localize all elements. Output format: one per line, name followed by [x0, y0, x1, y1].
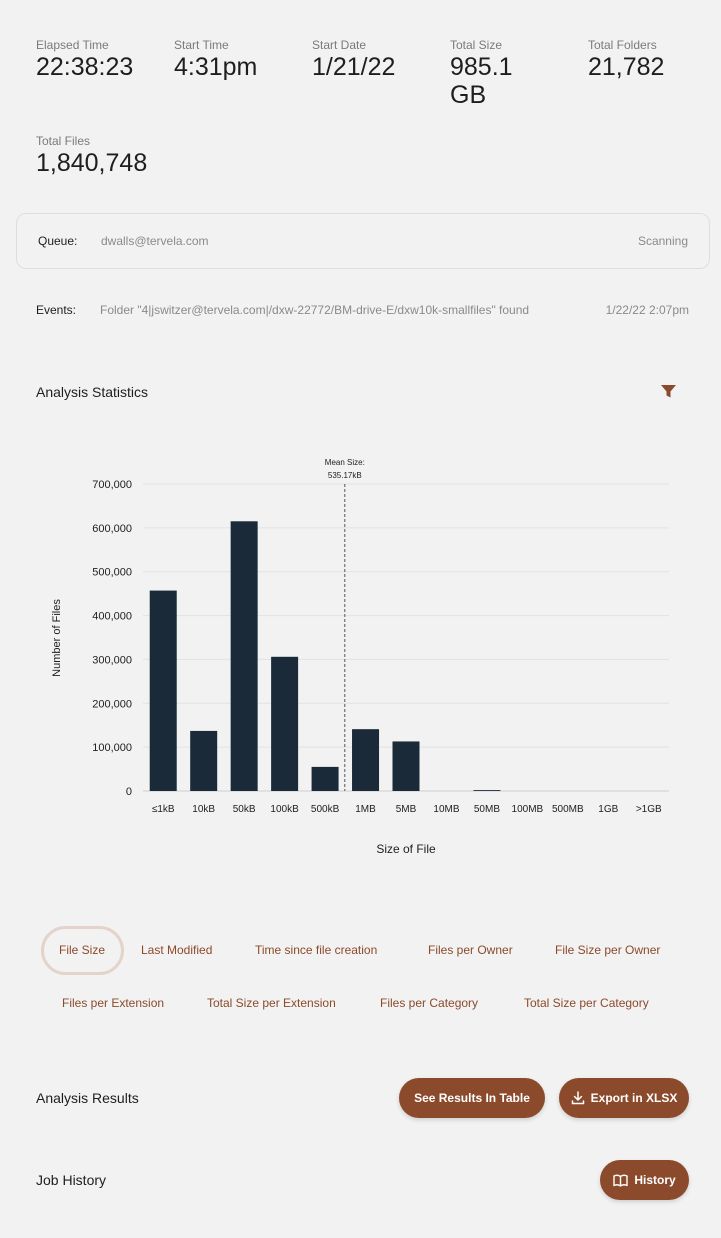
see-results-table-label: See Results In Table: [414, 1091, 530, 1105]
stat-total-size: Total Size 985.1 GB: [450, 38, 530, 109]
stat-label: Start Date: [312, 38, 367, 52]
queue-panel: Queue: dwalls@tervela.com Scanning: [16, 213, 710, 269]
stat-value: 21,782: [588, 53, 665, 81]
y-tick-label: 700,000: [92, 479, 132, 491]
stat-value: 1,840,748: [36, 149, 148, 177]
x-tick-label: 10kB: [192, 804, 215, 815]
book-icon: [613, 1174, 629, 1187]
bar: [190, 730, 218, 791]
queue-value: dwalls@tervela.com: [101, 234, 209, 248]
bar: [392, 741, 420, 791]
filter-icon[interactable]: [660, 384, 677, 399]
tab-last-modified[interactable]: Last Modified: [141, 943, 213, 957]
events-time: 1/22/22 2:07pm: [605, 303, 689, 317]
history-button[interactable]: History: [600, 1160, 689, 1200]
history-label: History: [634, 1173, 676, 1187]
download-icon: [571, 1091, 584, 1105]
see-results-table-button[interactable]: See Results In Table: [399, 1078, 545, 1118]
stat-start-date: Start Date 1/21/22: [312, 38, 422, 81]
analysis-results-title: Analysis Results: [36, 1090, 139, 1106]
stat-label: Start Time: [174, 38, 229, 52]
x-tick-label: 1GB: [598, 804, 618, 815]
y-tick-label: 500,000: [92, 567, 132, 579]
analysis-statistics-title: Analysis Statistics: [36, 384, 149, 400]
tab-file-size-per-owner[interactable]: File Size per Owner: [555, 943, 661, 957]
x-tick-label: 5MB: [396, 804, 417, 815]
file-size-chart: 0 100,000 200,000 300,000 400,000 500,000 600,…: [51, 458, 669, 856]
stat-value: 1/21/22: [312, 53, 396, 81]
export-xlsx-button[interactable]: Export in XLSX: [559, 1078, 689, 1118]
stat-label: Total Folders: [588, 38, 657, 52]
queue-label: Queue:: [38, 234, 78, 248]
bar: [149, 590, 177, 791]
y-tick-label: 0: [126, 786, 132, 798]
bar: [271, 656, 299, 791]
y-tick-label: 400,000: [92, 611, 132, 623]
y-axis-label: Number of Files: [51, 599, 63, 677]
tab-total-size-per-extension[interactable]: Total Size per Extension: [207, 996, 336, 1010]
stat-label: Elapsed Time: [36, 38, 109, 52]
x-tick-label: 1MB: [355, 804, 376, 815]
tab-files-per-owner[interactable]: Files per Owner: [428, 943, 513, 957]
tab-files-per-extension[interactable]: Files per Extension: [62, 996, 165, 1010]
stat-start-time: Start Time 4:31pm: [174, 38, 284, 81]
stat-label: Total Files: [36, 134, 91, 148]
tab-total-size-per-category[interactable]: Total Size per Category: [524, 996, 649, 1010]
x-tick-label: 100MB: [512, 804, 544, 815]
x-tick-label: 500MB: [552, 804, 584, 815]
x-tick-label: 500kB: [311, 804, 340, 815]
job-history-title: Job History: [36, 1172, 107, 1188]
bar: [311, 766, 339, 791]
stat-elapsed-time: Elapsed Time 22:38:23: [36, 38, 146, 81]
stat-total-folders: Total Folders 21,782: [588, 38, 698, 81]
tab-active-indicator: [41, 926, 124, 975]
x-axis-label: Size of File: [376, 842, 436, 856]
x-tick-label: 100kB: [270, 804, 299, 815]
y-tick-label: 300,000: [92, 654, 132, 666]
stat-total-files: Total Files 1,840,748: [36, 134, 196, 177]
y-tick-label: 200,000: [92, 698, 132, 710]
x-tick-label: >1GB: [636, 804, 662, 815]
bar: [473, 790, 501, 791]
mean-label: Mean Size:: [325, 458, 365, 467]
tab-files-per-category[interactable]: Files per Category: [380, 996, 479, 1010]
stat-value: 985.1 GB: [450, 53, 513, 109]
mean-value: 535.17kB: [328, 471, 362, 480]
queue-status: Scanning: [637, 234, 688, 248]
y-tick-label: 100,000: [92, 742, 132, 754]
events-label: Events:: [36, 303, 77, 317]
y-tick-label: 600,000: [92, 523, 132, 535]
export-xlsx-label: Export in XLSX: [590, 1091, 678, 1105]
bar: [352, 729, 380, 791]
stat-value: 4:31pm: [174, 53, 258, 81]
tab-time-since-creation[interactable]: Time since file creation: [255, 943, 378, 957]
bar: [230, 521, 258, 791]
stat-label: Total Size: [450, 38, 503, 52]
x-tick-label: ≤1kB: [152, 804, 175, 815]
x-tick-label: 50kB: [233, 804, 256, 815]
x-tick-label: 50MB: [474, 804, 500, 815]
stat-value: 22:38:23: [36, 53, 134, 81]
x-tick-label: 10MB: [433, 804, 459, 815]
events-value: Folder "4|jswitzer@tervela.com|/dxw-2277…: [100, 303, 530, 317]
tab-file-size[interactable]: File Size: [59, 943, 106, 957]
